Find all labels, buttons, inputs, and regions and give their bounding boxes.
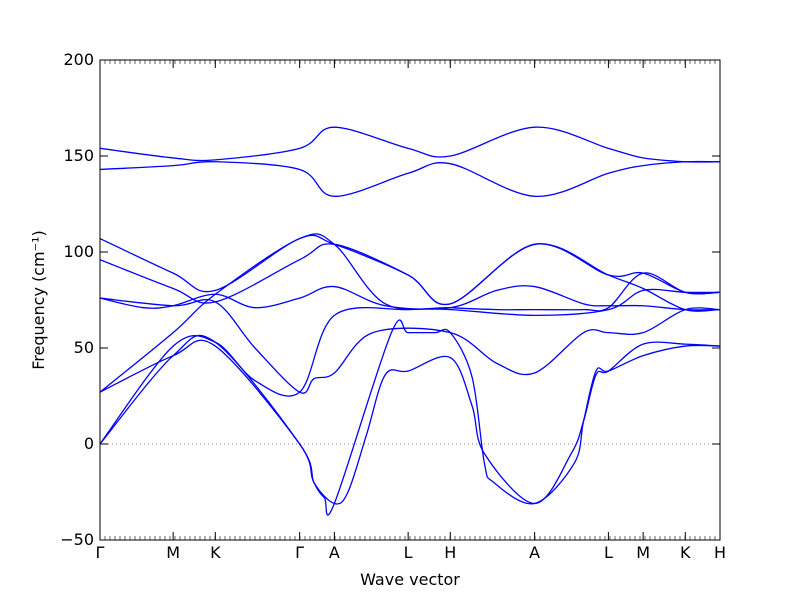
x-tick-label: K bbox=[210, 543, 221, 562]
x-tick-label: L bbox=[404, 543, 413, 562]
y-tick-label: −50 bbox=[60, 530, 94, 549]
x-tick-label: L bbox=[604, 543, 613, 562]
x-tick-label: A bbox=[529, 543, 540, 562]
y-tick-label: 50 bbox=[74, 338, 94, 357]
band-line-7 bbox=[100, 297, 720, 394]
x-tick-label: K bbox=[680, 543, 691, 562]
band-line-8 bbox=[100, 288, 720, 445]
y-tick-label: 150 bbox=[63, 146, 94, 165]
x-tick-label: M bbox=[166, 543, 180, 562]
x-tick-label: H bbox=[714, 543, 726, 562]
x-tick-label: H bbox=[444, 543, 456, 562]
band-line-10 bbox=[100, 334, 720, 505]
x-tick-label: M bbox=[636, 543, 650, 562]
y-tick-label: 200 bbox=[63, 50, 94, 69]
y-tick-label: 100 bbox=[63, 242, 94, 261]
y-axis-title: Frequency (cm⁻¹) bbox=[29, 230, 48, 369]
band-line-1 bbox=[100, 126, 720, 163]
x-tick-label: A bbox=[329, 543, 340, 562]
x-tick-label: Γ bbox=[96, 543, 105, 562]
x-tick-label: Γ bbox=[295, 543, 304, 562]
band-line-6 bbox=[100, 233, 720, 393]
x-axis-title: Wave vector bbox=[360, 570, 460, 589]
band-line-2 bbox=[100, 160, 720, 197]
y-tick-label: 0 bbox=[84, 434, 94, 453]
